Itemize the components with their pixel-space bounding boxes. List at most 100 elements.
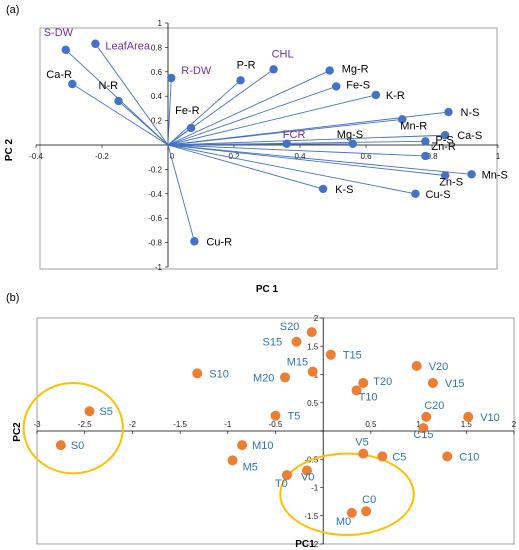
panel-a-y-tick-label: 1 <box>158 19 163 28</box>
loading-label: K-S <box>335 184 353 196</box>
group-ellipse <box>279 452 415 536</box>
loading-point <box>167 73 176 83</box>
panel-b-y-tick-label: -2 <box>311 540 319 549</box>
sample-point <box>280 372 291 383</box>
sample-point <box>358 448 369 459</box>
panel-b-x-tick-label: 1.5 <box>461 420 473 429</box>
sample-label: V15 <box>445 378 465 390</box>
loading-label: Mn-S <box>482 169 508 181</box>
loading-arrow <box>167 144 416 196</box>
loading-point <box>421 151 430 161</box>
loading-label: Cu-S <box>426 189 451 201</box>
sample-point <box>84 406 95 417</box>
panel-a-y-tick-label: -0.8 <box>148 239 162 248</box>
loading-arrow <box>118 100 169 146</box>
panel-a-points <box>61 39 476 246</box>
sample-label: S0 <box>71 440 84 452</box>
panel-b-x-tick-label: -2 <box>129 420 137 429</box>
panel-a-labels: S-DW LeafArea Ca-R N-R R-DW P-R CHL Mg-R Fe-S K-R… <box>44 27 508 249</box>
loading-arrow <box>167 144 324 190</box>
loading-label: N-S <box>461 107 480 119</box>
panel-b-y-tick-label: 1.5 <box>307 342 319 351</box>
sample-label: C20 <box>424 400 444 412</box>
panel-a-x-title: PC 1 <box>256 284 279 295</box>
sample-label: V10 <box>480 412 500 424</box>
loading-arrow <box>167 133 446 146</box>
loading-arrow <box>167 144 426 159</box>
loading-label: R-DW <box>181 65 212 77</box>
sample-label: V5 <box>355 437 368 449</box>
sample-point <box>307 366 318 377</box>
sample-point <box>301 465 312 476</box>
sample-label: C15 <box>413 429 433 441</box>
sample-point <box>358 377 369 388</box>
loading-point <box>186 123 196 133</box>
loading-label: N-R <box>99 80 119 92</box>
loading-point <box>318 184 328 194</box>
loading-label: FCR <box>283 129 306 141</box>
sample-point <box>270 410 281 421</box>
panel-a-x-tick-label: 0.6 <box>360 152 372 161</box>
panel-a-y-tick-label: -0.6 <box>148 214 162 223</box>
panel-a-biplot: -0.4 -0.2 0 0.2 0.4 0.6 0.8 1 -1 -0.8 -0.6 -0.4 -0.2… <box>4 19 508 295</box>
panel-a-y-tick-label: -0.2 <box>148 165 162 174</box>
loading-label: Zn-S <box>439 177 463 189</box>
loading-point <box>114 96 123 106</box>
loading-point <box>190 237 199 246</box>
panel-b-x-tick-label: 2 <box>512 420 517 429</box>
loading-arrow <box>167 80 241 146</box>
loading-arrow <box>167 85 337 146</box>
loading-label: P-S <box>435 134 453 146</box>
loading-label: Ca-R <box>46 69 72 81</box>
loading-point <box>421 137 430 146</box>
panel-a-x-tick-label: 1 <box>496 152 501 161</box>
panel-a-label: (a) <box>6 4 19 16</box>
panel-a-y-tick-label: -1 <box>155 263 163 272</box>
loading-point <box>348 139 357 148</box>
panel-b-x-title: PC1 <box>295 539 315 550</box>
sample-label: C0 <box>362 494 376 506</box>
sample-point <box>421 411 432 422</box>
loading-arrow <box>167 70 331 146</box>
panel-a-x-tick-label: 0.8 <box>426 152 438 161</box>
loading-label: Mg-S <box>337 129 363 141</box>
loading-point <box>61 45 70 55</box>
panel-b-y-tick-label: -1 <box>311 484 319 493</box>
loading-point <box>371 90 381 100</box>
loading-label: Mn-R <box>400 120 427 132</box>
panel-b-x-tick-label: -1.5 <box>173 420 187 429</box>
panel-a-x-tick-label: 0.2 <box>228 152 240 161</box>
panel-b-x-tick-label: 0.5 <box>365 420 377 429</box>
sample-point <box>463 411 474 422</box>
loading-point <box>68 79 77 89</box>
loading-arrow <box>167 144 473 177</box>
loading-point <box>282 139 291 148</box>
sample-label: M0 <box>336 516 351 528</box>
sample-point <box>291 336 302 347</box>
panel-b-x-tick-label: 1 <box>416 420 421 429</box>
panel-a-y-tick-label: -0.4 <box>148 190 162 199</box>
loading-point <box>411 189 420 198</box>
loading-point <box>325 66 334 75</box>
loading-label: LeafArea <box>105 41 151 53</box>
loading-label: Mg-R <box>342 64 369 76</box>
sample-point <box>306 327 317 338</box>
loading-arrow <box>167 141 354 147</box>
sample-point <box>377 451 388 462</box>
loading-label: Ca-S <box>457 130 482 142</box>
sample-label: M20 <box>253 372 274 384</box>
panel-a-y-tick-label: 0.4 <box>151 92 163 101</box>
loading-point <box>467 170 476 179</box>
sample-label: S10 <box>209 368 229 380</box>
panel-a-y-title: PC 2 <box>4 138 15 161</box>
panel-b-points <box>55 327 474 518</box>
panel-b-ellipses <box>22 381 415 536</box>
loading-point <box>236 76 245 85</box>
loading-label: S-DW <box>44 27 74 39</box>
sample-label: T20 <box>373 376 392 388</box>
panel-a-frame <box>39 27 498 270</box>
panel-a-x-tick-label: -0.2 <box>95 152 109 161</box>
loading-label: P-R <box>237 59 256 71</box>
sample-point <box>351 385 362 396</box>
